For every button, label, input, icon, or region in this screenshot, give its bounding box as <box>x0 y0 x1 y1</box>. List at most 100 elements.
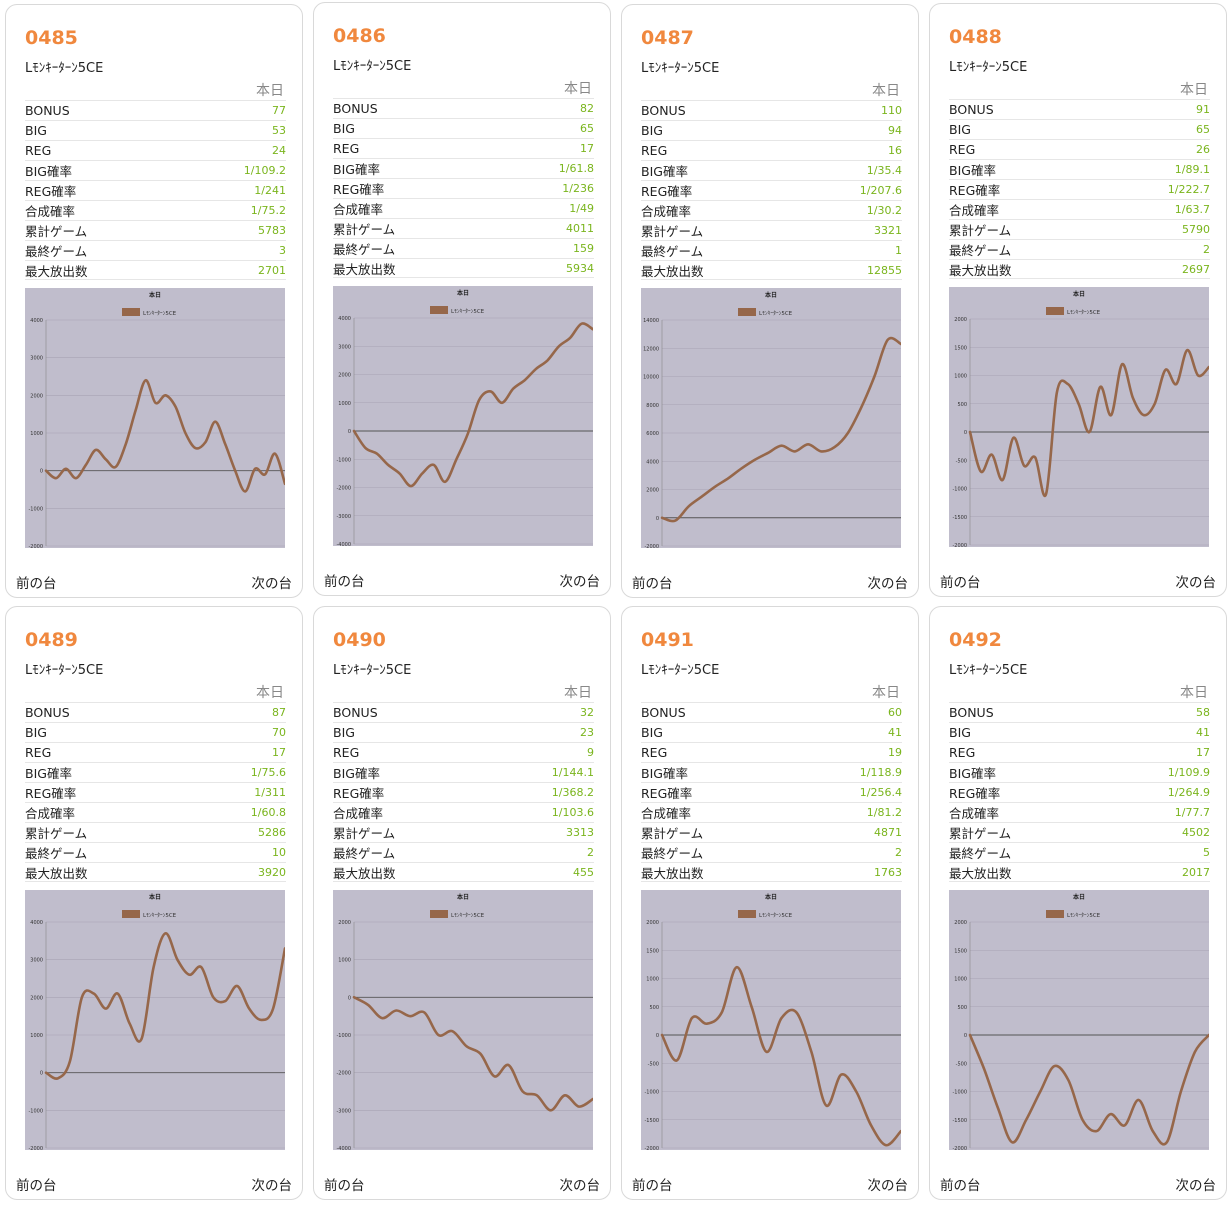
stat-value: 159 <box>573 242 594 255</box>
machine-number[interactable]: 0486 <box>333 25 386 47</box>
stat-value: 41 <box>1196 726 1210 739</box>
next-machine-link[interactable]: 次の台 <box>1175 575 1217 591</box>
stat-label: REG <box>949 142 976 157</box>
stat-value: 1763 <box>874 865 902 879</box>
stats-table: BONUS 91 BIG 65 REG 26 BIG確率 1/89.1 REG確率 1/222.7… <box>949 99 1210 279</box>
stats-row: BIG確率 1/109.2 <box>25 160 286 180</box>
stats-row: 最終ゲーム 10 <box>25 842 286 862</box>
next-machine-link[interactable]: 次の台 <box>1175 1178 1217 1194</box>
y-tick-label: -3000 <box>336 1108 351 1114</box>
stat-label: BIG確率 <box>949 766 996 781</box>
stats-row: 最終ゲーム 2 <box>333 842 594 862</box>
stat-label: 累計ゲーム <box>333 222 396 237</box>
y-tick-label: -2000 <box>644 1146 659 1150</box>
stat-value: 1/89.1 <box>1174 163 1210 176</box>
stat-value: 1/236 <box>562 182 594 195</box>
y-tick-label: 8000 <box>646 403 659 409</box>
y-tick-label: -1000 <box>336 1033 351 1039</box>
next-machine-link[interactable]: 次の台 <box>251 1178 293 1194</box>
prev-machine-link[interactable]: 前の台 <box>324 1178 365 1194</box>
stat-value: 9 <box>587 746 594 759</box>
machine-card-0492: 0492 Lﾓﾝｷｰﾀｰﾝ5CE 本日 BONUS 58 BIG 41 REG 17 BIG確率 1… <box>929 606 1227 1200</box>
prev-machine-link[interactable]: 前の台 <box>324 574 365 590</box>
stat-value: 1/241 <box>254 184 286 197</box>
machine-number[interactable]: 0492 <box>949 629 1002 651</box>
stat-label: REG確率 <box>333 786 385 801</box>
stat-value: 5790 <box>1182 223 1210 236</box>
stat-label: 合成確率 <box>949 203 1000 218</box>
y-tick-label: -2000 <box>644 544 659 548</box>
stat-value: 4502 <box>1182 826 1210 839</box>
next-machine-link[interactable]: 次の台 <box>867 576 909 592</box>
machine-number[interactable]: 0490 <box>333 629 386 651</box>
stat-label: REG確率 <box>25 786 77 801</box>
machine-number[interactable]: 0489 <box>25 629 78 651</box>
machine-number[interactable]: 0487 <box>641 27 694 49</box>
machine-number[interactable]: 0485 <box>25 27 78 49</box>
stats-row: REG 9 <box>333 742 594 762</box>
legend-swatch <box>430 910 448 918</box>
stat-value: 1/60.8 <box>250 806 286 819</box>
stat-value: 1/103.6 <box>551 806 594 819</box>
stats-row: REG 17 <box>949 742 1210 762</box>
y-tick-label: -2000 <box>952 543 967 547</box>
stats-row: 合成確率 1/60.8 <box>25 802 286 822</box>
y-tick-label: 6000 <box>646 431 659 437</box>
stat-value: 1/109.2 <box>243 164 286 177</box>
prev-machine-link[interactable]: 前の台 <box>940 575 981 591</box>
y-tick-label: 3000 <box>338 344 351 350</box>
stat-value: 3313 <box>566 826 594 839</box>
prev-machine-link[interactable]: 前の台 <box>940 1178 981 1194</box>
machine-card-0489: 0489 Lﾓﾝｷｰﾀｰﾝ5CE 本日 BONUS 87 BIG 70 REG 17 BIG確率 1… <box>5 606 303 1200</box>
machine-number[interactable]: 0488 <box>949 26 1002 48</box>
prev-machine-link[interactable]: 前の台 <box>632 576 673 592</box>
stat-label: 最終ゲーム <box>333 846 396 861</box>
chart-background <box>949 287 1209 547</box>
stat-label: 累計ゲーム <box>641 826 704 841</box>
slump-chart: 本日 Lﾓﾝｷｰﾀｰﾝ5CE 4000 3000 2000 1000 0 -1000 -2000… <box>333 286 593 546</box>
stat-value: 3 <box>279 244 286 257</box>
stat-label: 累計ゲーム <box>25 224 88 239</box>
chart-title: 本日 <box>149 893 161 901</box>
stats-row: 合成確率 1/81.2 <box>641 802 902 822</box>
series-line <box>44 378 285 493</box>
today-header: 本日 <box>1180 685 1208 701</box>
chart-title: 本日 <box>457 289 469 297</box>
y-tick-label: 3000 <box>30 958 43 964</box>
chart-title: 本日 <box>1073 290 1085 298</box>
machine-number[interactable]: 0491 <box>641 629 694 651</box>
stat-value: 2701 <box>258 263 286 277</box>
stats-table: BONUS 77 BIG 53 REG 24 BIG確率 1/109.2 REG確率 1/241 合… <box>25 100 286 280</box>
prev-machine-link[interactable]: 前の台 <box>16 576 57 592</box>
chart-background <box>641 890 901 1150</box>
y-tick-label: 2000 <box>30 995 43 1001</box>
stats-row: 最終ゲーム 2 <box>641 842 902 862</box>
y-tick-label: 4000 <box>30 318 43 324</box>
stats-row: BIG 53 <box>25 120 286 140</box>
next-machine-link[interactable]: 次の台 <box>559 574 601 590</box>
stats-row: 累計ゲーム 3321 <box>641 220 902 240</box>
stat-value: 1/75.2 <box>250 204 286 217</box>
next-machine-link[interactable]: 次の台 <box>867 1178 909 1194</box>
stat-label: REG確率 <box>641 786 693 801</box>
stats-row: 累計ゲーム 3313 <box>333 822 594 842</box>
stat-label: BIG確率 <box>641 766 688 781</box>
chart-background <box>949 890 1209 1150</box>
stat-label: BIG <box>949 122 971 137</box>
next-machine-link[interactable]: 次の台 <box>559 1178 601 1194</box>
stats-row: BIG 23 <box>333 722 594 742</box>
series-line <box>352 322 593 488</box>
next-machine-link[interactable]: 次の台 <box>251 576 293 592</box>
stat-value: 70 <box>272 726 286 739</box>
prev-machine-link[interactable]: 前の台 <box>16 1178 57 1194</box>
stat-label: 最終ゲーム <box>641 244 704 259</box>
stats-row: BIG 65 <box>333 118 594 138</box>
stats-row: REG確率 1/222.7 <box>949 179 1210 199</box>
slump-chart: 本日 Lﾓﾝｷｰﾀｰﾝ5CE 14000 12000 10000 8000 6000 4000… <box>641 288 901 548</box>
stat-label: 最大放出数 <box>25 865 88 881</box>
prev-machine-link[interactable]: 前の台 <box>632 1178 673 1194</box>
y-tick-label: 1000 <box>30 1033 43 1039</box>
stat-value: 1/63.7 <box>1174 203 1210 216</box>
y-tick-label: -1500 <box>952 1118 967 1124</box>
stat-value: 53 <box>272 124 286 137</box>
